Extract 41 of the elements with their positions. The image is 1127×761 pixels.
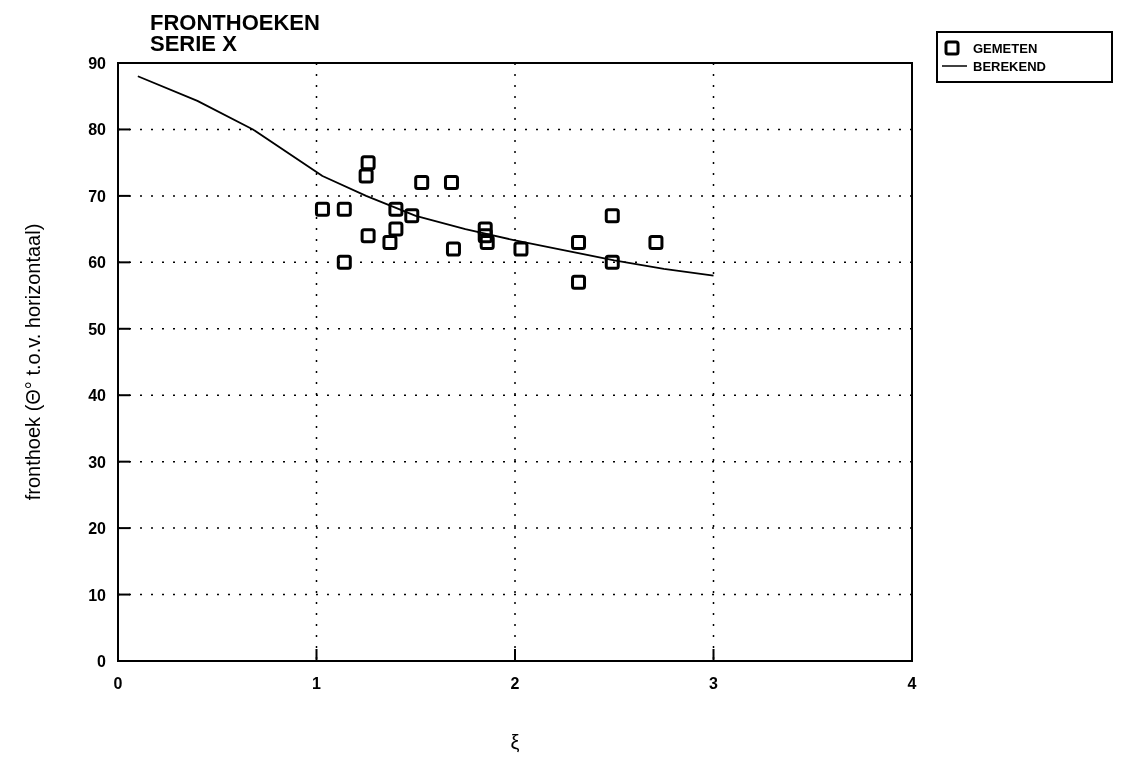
point (360, 228, 376, 244)
point (604, 254, 620, 270)
x-tick-label: 0 (113, 675, 123, 692)
y-tick-label: 80 (88, 121, 107, 139)
y-tick-label: 70 (88, 187, 107, 205)
point (571, 274, 587, 290)
point (388, 221, 404, 237)
point (571, 234, 587, 250)
y-tick-label: 90 (88, 55, 107, 72)
y-tick-label: 20 (88, 520, 107, 538)
x-tick-label: 2 (510, 675, 520, 692)
point (445, 241, 461, 257)
y-tick-label: 30 (88, 453, 107, 471)
point (479, 234, 495, 250)
y-tick-label: 60 (88, 254, 107, 272)
legend-label: BEREKEND (973, 59, 1046, 74)
point (336, 254, 352, 270)
point (443, 175, 459, 191)
y-tick-label: 40 (88, 387, 107, 405)
point (414, 175, 430, 191)
point (360, 155, 376, 171)
x-tick-label: 3 (709, 675, 719, 692)
point (648, 234, 664, 250)
point (404, 208, 420, 224)
point (382, 234, 398, 250)
legend-label: GEMETEN (973, 41, 1038, 56)
x-axis-title: ξ (510, 731, 520, 753)
point (314, 201, 330, 217)
y-axis-title: fronthoek (Θ° t.o.v. horizontaal) (22, 223, 44, 501)
point (604, 208, 620, 224)
point (477, 221, 493, 237)
point (336, 201, 352, 217)
y-tick-label: 0 (97, 653, 107, 670)
x-tick-label: 1 (312, 675, 322, 692)
point (358, 168, 374, 184)
point (388, 201, 404, 217)
y-tick-label: 50 (88, 320, 107, 338)
x-tick-label: 4 (907, 675, 917, 692)
point (477, 228, 493, 244)
point (513, 241, 529, 257)
y-tick-label: 10 (88, 586, 107, 604)
